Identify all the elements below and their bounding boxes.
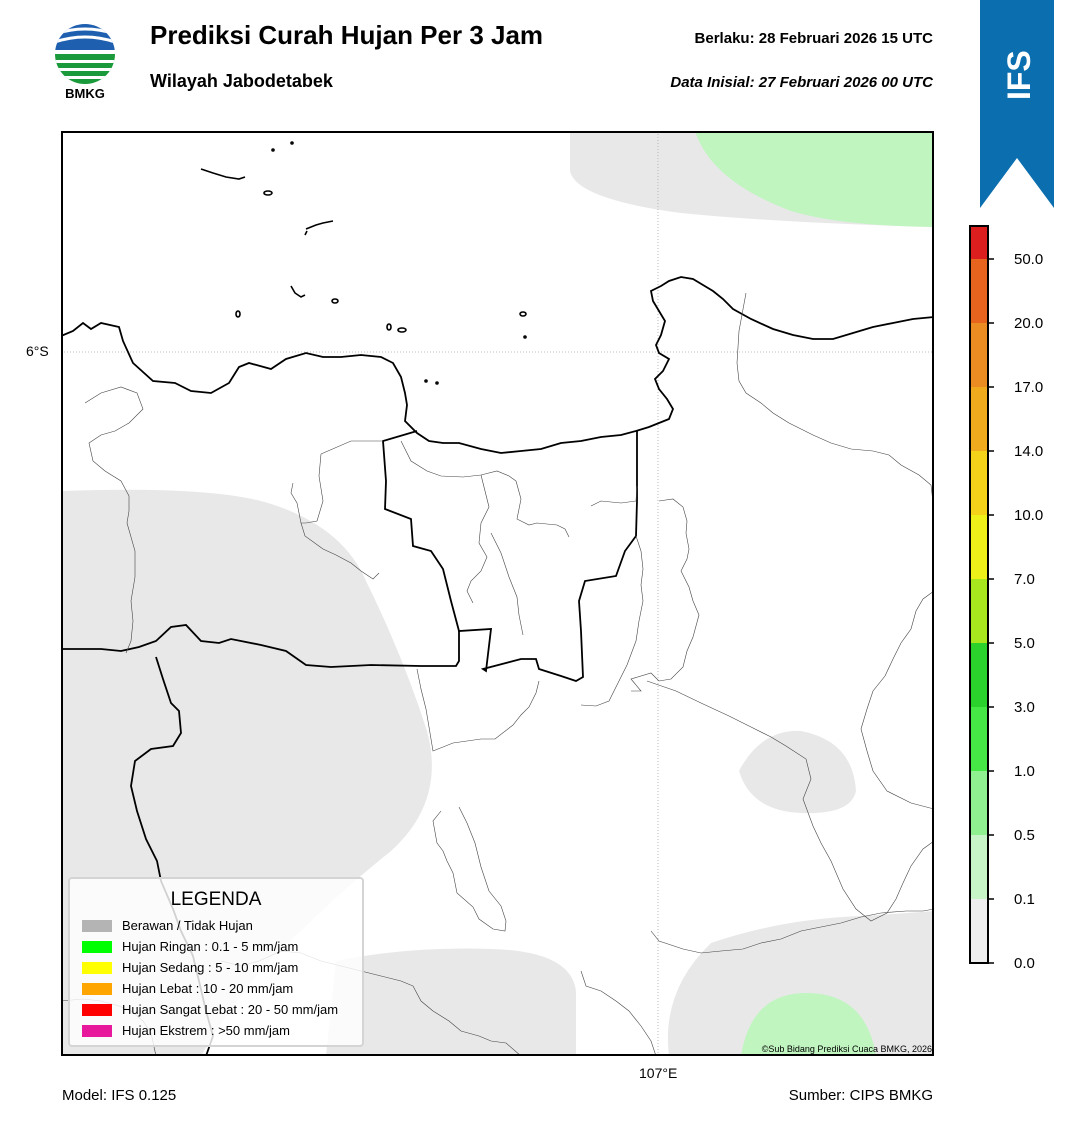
legend-label: Hujan Sedang : 5 - 10 mm/jam [122, 960, 299, 976]
initial-data-time: Data Inisial: 27 Februari 2026 00 UTC [670, 74, 933, 91]
source-info: Sumber: CIPS BMKG [788, 1087, 933, 1104]
colorbar-band [970, 899, 988, 963]
colorbar-tick-label: 10.0 [1014, 507, 1043, 524]
colorbar-tick-label: 7.0 [1014, 571, 1035, 588]
map-canvas [60, 131, 935, 1057]
model-badge-text: IFS [1001, 50, 1037, 100]
legend-label: Hujan Ringan : 0.1 - 5 mm/jam [122, 939, 299, 955]
model-badge: IFS [980, 0, 1054, 208]
legend-swatch [82, 1024, 112, 1037]
colorbar-band [970, 771, 988, 835]
colorbar-tick-label: 17.0 [1014, 379, 1043, 396]
colorbar-band [970, 835, 988, 899]
colorbar-tick-label: 3.0 [1014, 699, 1035, 716]
legend-label: Hujan Lebat : 10 - 20 mm/jam [122, 981, 294, 997]
colorbar-band [970, 707, 988, 771]
colorbar-band [970, 451, 988, 515]
ribbon-icon: IFS [980, 0, 1054, 208]
colorbar-band [970, 259, 988, 323]
legend-swatch [82, 940, 112, 953]
latitude-label: 6°S [26, 343, 49, 359]
coastline [60, 276, 935, 454]
colorbar-tick-label: 50.0 [1014, 251, 1043, 268]
region-subtitle: Wilayah Jabodetabek [150, 71, 333, 91]
bmkg-logo-icon: BMKG [55, 24, 115, 101]
legend-item: Hujan Sedang : 5 - 10 mm/jam [82, 959, 298, 975]
page-title: Prediksi Curah Hujan Per 3 Jam [150, 20, 544, 50]
colorbar-band [970, 579, 988, 643]
legend-item: Hujan Lebat : 10 - 20 mm/jam [82, 980, 293, 996]
colorbar-band [970, 323, 988, 387]
islands [200, 141, 527, 385]
legend-item: Berawan / Tidak Hujan [82, 917, 253, 933]
colorbar-tick-label: 0.5 [1014, 827, 1035, 844]
colorbar-tick-label: 1.0 [1014, 763, 1035, 780]
colorbar-tick-label: 14.0 [1014, 443, 1043, 460]
legend-swatch [82, 919, 112, 932]
colorbar-tick-label: 0.1 [1014, 891, 1035, 908]
legend-item: Hujan Ringan : 0.1 - 5 mm/jam [82, 938, 298, 954]
legend-swatch [82, 982, 112, 995]
colorbar-canvas: 0.0 0.1 0.5 1.0 3.0 5.0 7.0 10.0 14.0 17.0 20.0 50.… [969, 225, 1043, 972]
legend-swatch [82, 1003, 112, 1016]
colorbar-frame [969, 225, 989, 964]
bmkg-logo: BMKG [52, 20, 118, 104]
colorbar-band [970, 387, 988, 451]
legend-label: Hujan Ekstrem : >50 mm/jam [122, 1023, 290, 1039]
legend-label: Berawan / Tidak Hujan [122, 918, 253, 934]
model-info: Model: IFS 0.125 [62, 1087, 177, 1104]
colorbar-band [970, 643, 988, 707]
legend-item: Hujan Sangat Lebat : 20 - 50 mm/jam [82, 1001, 338, 1017]
colorbar-band [970, 515, 988, 579]
light-rain-areas [695, 131, 934, 1056]
legend-label: Hujan Sangat Lebat : 20 - 50 mm/jam [122, 1002, 339, 1018]
copyright-text: ©Sub Bidang Prediksi Cuaca BMKG, 2026 [761, 1044, 932, 1054]
valid-time: Berlaku: 28 Februari 2026 15 UTC [694, 30, 933, 47]
legend-title: LEGENDA [170, 889, 262, 910]
colorbar-tick-label: 0.0 [1014, 955, 1035, 970]
regency-boundaries [60, 292, 935, 1057]
colorbar: 0.0 0.1 0.5 1.0 3.0 5.0 7.0 10.0 14.0 17.0 20.0 50.… [968, 222, 1072, 972]
legend-swatch [82, 961, 112, 974]
colorbar-tick-label: 20.0 [1014, 315, 1043, 332]
gridlines [61, 131, 934, 1056]
legend-item: Hujan Ekstrem : >50 mm/jam [82, 1022, 290, 1038]
longitude-label: 107°E [639, 1065, 678, 1081]
colorbar-tick-label: 5.0 [1014, 635, 1035, 652]
colorbar-band [970, 226, 988, 259]
logo-text: BMKG [65, 86, 105, 101]
rainfall-map [60, 131, 935, 1057]
legend-box: LEGENDA Berawan / Tidak Hujan Hujan Ring… [68, 877, 364, 1047]
